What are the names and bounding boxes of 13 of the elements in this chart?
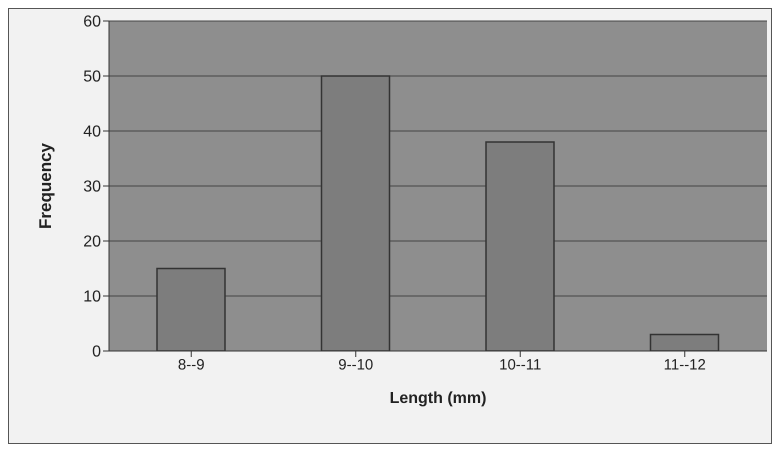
x-axis-title: Length (mm): [390, 390, 486, 407]
y-tick-label: 60: [83, 14, 102, 31]
y-tick-label: 20: [83, 234, 102, 251]
y-tick-label: 40: [83, 124, 102, 141]
y-tick-label: 50: [83, 68, 102, 86]
x-tick-label: 9--10: [338, 356, 374, 374]
x-tick-label: 8--9: [178, 356, 205, 374]
x-tick-label: 10--11: [499, 356, 542, 374]
y-tick-label: 10: [83, 288, 102, 306]
y-tick-label: 30: [83, 178, 102, 196]
y-axis-title: Frequency: [36, 142, 56, 229]
x-tick-label: 11--12: [664, 356, 706, 374]
y-tick-label: 0: [92, 344, 102, 361]
